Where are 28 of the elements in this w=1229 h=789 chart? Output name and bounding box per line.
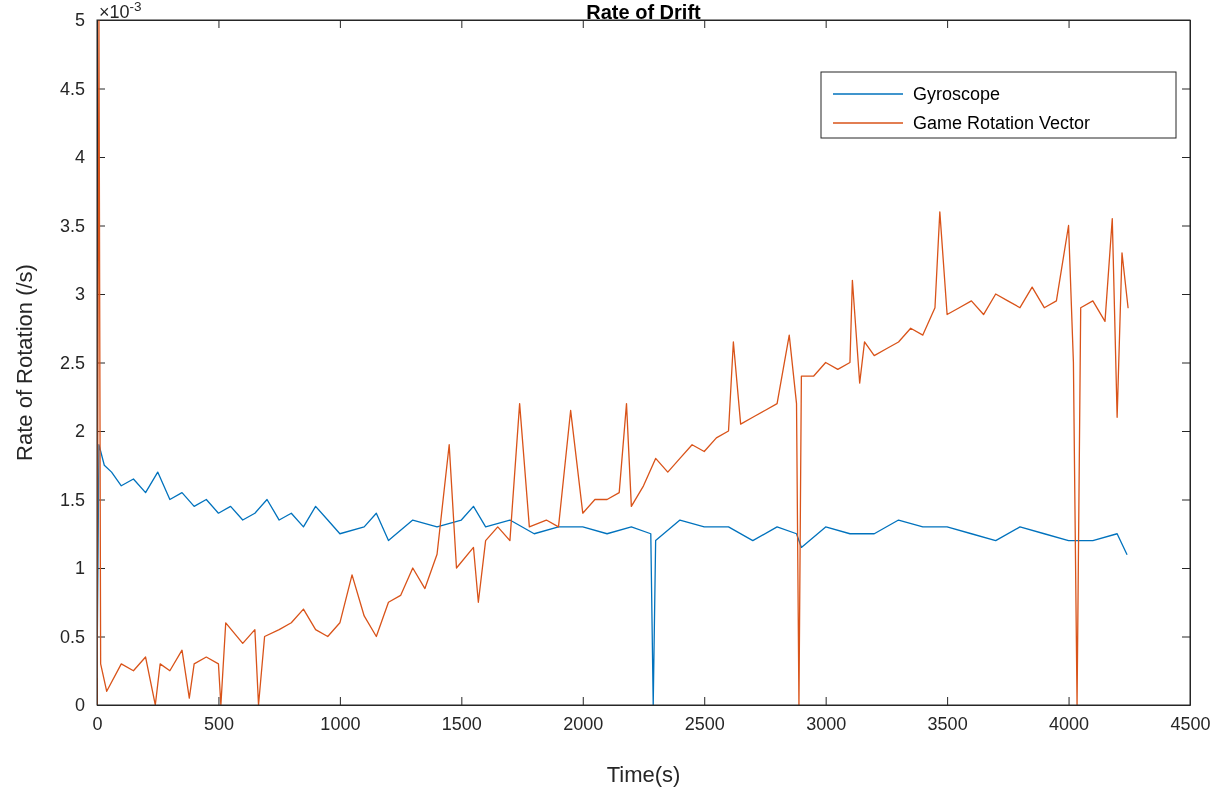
x-tick-label: 3500 xyxy=(927,713,968,734)
x-tick-label: 500 xyxy=(203,713,234,734)
x-tick-label: 3000 xyxy=(806,713,847,734)
y-tick-label: 3 xyxy=(74,284,85,305)
legend-label: Game Rotation Vector xyxy=(913,113,1091,133)
y-tick-label: 1 xyxy=(74,558,85,579)
annotation: ×10$^{-3}$ xyxy=(99,0,142,22)
x-tick-label: 2500 xyxy=(684,713,725,734)
chart-title: Rate of Drift xyxy=(586,1,702,24)
x-tick-label: 1000 xyxy=(320,713,361,734)
y-tick-label: 4 xyxy=(74,147,85,168)
x-tick-label: 0 xyxy=(92,713,103,734)
x-tick-label: 4500 xyxy=(1170,713,1211,734)
x-tick-label: 2000 xyxy=(563,713,604,734)
y-axis-title: Rate of Rotation (/s) xyxy=(12,264,37,461)
x-axis-title: Time(s) xyxy=(606,762,681,787)
y-tick-label: 3.5 xyxy=(59,215,85,236)
legend-label: Gyroscope xyxy=(913,84,1001,104)
y-tick-label: 2 xyxy=(74,421,85,442)
x-tick-label: 1500 xyxy=(441,713,482,734)
y-tick-label: 2.5 xyxy=(59,352,85,373)
line-series xyxy=(97,444,1128,705)
y-tick-label: 1.5 xyxy=(59,489,85,510)
y-tick-label: 0.5 xyxy=(59,626,85,647)
y-tick-label: 5 xyxy=(74,10,85,31)
x-tick-label: 4000 xyxy=(1049,713,1090,734)
y-tick-label: 4.5 xyxy=(59,78,85,99)
y-tick-label: 0 xyxy=(74,695,85,716)
